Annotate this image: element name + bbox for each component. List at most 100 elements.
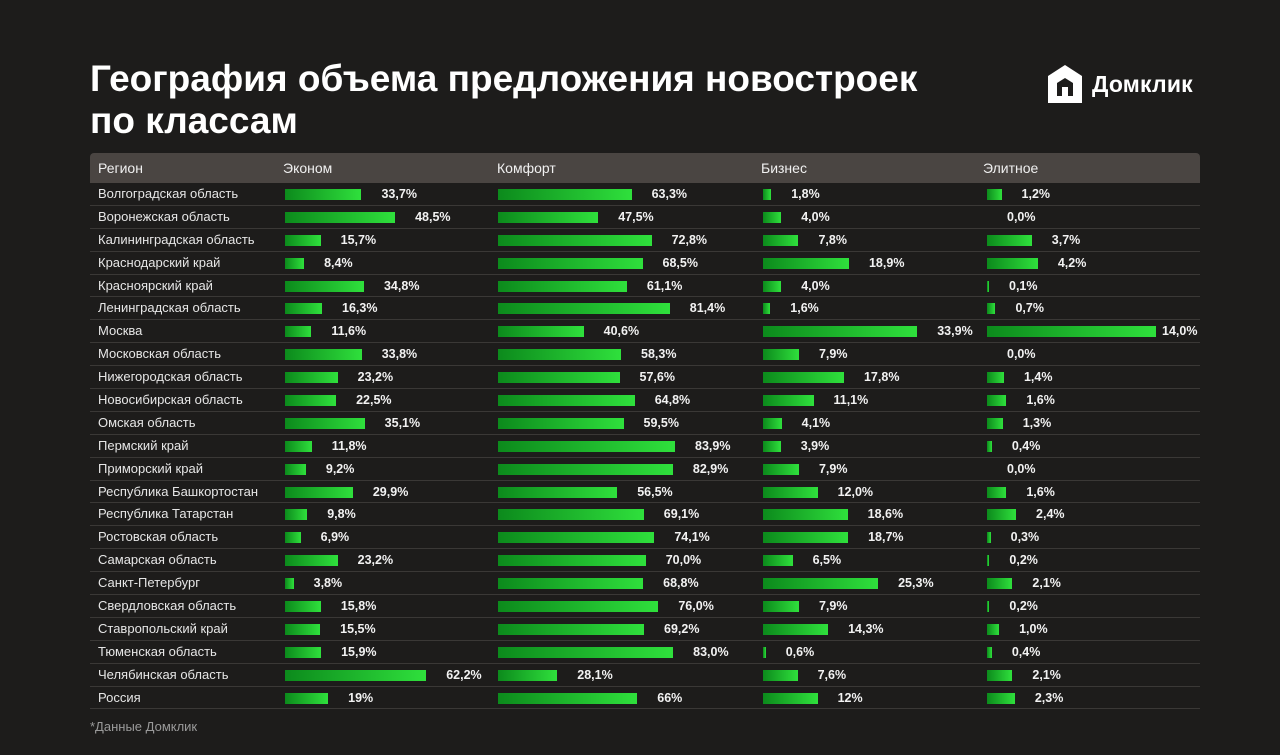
value-label: 3,9%: [800, 438, 830, 453]
value-label: 0,2%: [1009, 553, 1038, 568]
table-row: Челябинская область 62,2% 28,1% 7,6% 2,1%: [90, 664, 1200, 687]
bar-1: [498, 669, 558, 681]
bar-1: [498, 303, 670, 315]
bar-3: [987, 440, 992, 452]
value-label: 81,4%: [689, 301, 726, 316]
value-label: 18,9%: [868, 255, 905, 270]
bar-0: [285, 555, 338, 567]
value-label: 33,7%: [381, 187, 417, 201]
table-body: Волгоградская область 33,7% 63,3% 1,8% 1,2% В…: [90, 183, 1200, 710]
value-label: 25,3%: [898, 576, 934, 591]
bar-3: [987, 669, 1013, 681]
bar-1: [498, 532, 655, 544]
region-label: Санкт-Петербург: [98, 575, 200, 591]
value-label: 14,0%: [1162, 324, 1198, 339]
value-label: 48,5%: [415, 209, 451, 224]
region-label: Челябинская область: [98, 666, 229, 682]
value-label: 7,9%: [818, 347, 848, 362]
bar-0: [285, 509, 308, 521]
header-col-1: Эконом: [283, 160, 333, 176]
value-label: 68,8%: [663, 576, 699, 591]
bar-1: [498, 280, 627, 292]
value-label: 15,9%: [341, 644, 377, 659]
bar-1: [498, 257, 643, 269]
value-label: 9,2%: [325, 461, 355, 476]
bar-3: [987, 234, 1032, 246]
bar-0: [285, 440, 312, 452]
footnote: *Данные Домклик: [90, 719, 198, 734]
table-row: Россия 19% 66% 12% 2,3%: [90, 687, 1200, 710]
value-label: 11,6%: [331, 324, 367, 339]
value-label: 66%: [657, 690, 683, 705]
bar-1: [498, 509, 644, 521]
bar-1: [498, 646, 674, 658]
bar-1: [498, 189, 632, 200]
bar-3: [987, 326, 1157, 338]
bar-2: [763, 646, 766, 658]
value-label: 3,7%: [1051, 232, 1081, 247]
bar-2: [763, 417, 782, 429]
bar-0: [285, 532, 301, 544]
value-label: 15,8%: [340, 599, 377, 614]
bar-2: [763, 303, 771, 315]
value-label: 12%: [837, 690, 863, 705]
table-row: Нижегородская область 23,2% 57,6% 17,8% 1,4%: [90, 366, 1200, 390]
value-label: 1,2%: [1021, 187, 1051, 201]
bar-3: [987, 578, 1013, 590]
value-label: 2,1%: [1032, 667, 1061, 682]
value-label: 1,3%: [1022, 415, 1052, 430]
bar-2: [763, 395, 814, 407]
region-label: Нижегородская область: [98, 369, 243, 385]
bar-3: [987, 372, 1004, 384]
value-label: 70,0%: [665, 553, 702, 568]
value-label: 28,1%: [577, 667, 613, 682]
bar-0: [285, 395, 337, 407]
region-label: Краснодарский край: [98, 254, 221, 270]
table-row: Москва 11,6% 40,6% 33,9% 14,0%: [90, 320, 1200, 344]
bar-2: [763, 532, 849, 544]
bar-3: [987, 509, 1017, 521]
table-row: Свердловская область 15,8% 76,0% 7,9% 0,2%: [90, 595, 1200, 618]
value-label: 7,9%: [818, 461, 848, 476]
value-label: 0,0%: [1007, 347, 1036, 362]
value-label: 68,5%: [662, 255, 698, 270]
bar-2: [763, 555, 793, 567]
bar-1: [498, 211, 599, 223]
value-label: 2,4%: [1036, 507, 1065, 522]
table-row: Республика Башкортостан 29,9% 56,5% 12,0% 1,…: [90, 481, 1200, 504]
value-label: 0,4%: [1011, 438, 1041, 453]
bar-1: [498, 349, 621, 361]
value-label: 4,0%: [801, 278, 830, 293]
value-label: 9,8%: [327, 507, 356, 522]
value-label: 4,1%: [801, 415, 831, 430]
value-label: 1,6%: [790, 301, 819, 316]
value-label: 61,1%: [646, 278, 683, 293]
bar-2: [763, 486, 818, 498]
value-label: 74,1%: [674, 530, 710, 545]
bar-3: [987, 486, 1007, 498]
header-region: Регион: [98, 160, 143, 176]
value-label: 0,2%: [1009, 599, 1038, 614]
bar-1: [498, 395, 635, 407]
value-label: 40,6%: [603, 324, 640, 339]
bar-2: [763, 189, 772, 200]
value-label: 3,8%: [313, 576, 343, 591]
bar-0: [285, 623, 321, 635]
bar-2: [763, 440, 781, 452]
bar-2: [763, 280, 782, 292]
bar-3: [987, 555, 990, 567]
title-line-2: по классам: [90, 100, 298, 141]
value-label: 1,6%: [1026, 484, 1055, 499]
bar-2: [763, 234, 799, 246]
value-label: 64,8%: [654, 393, 691, 408]
header-col-2: Комфорт: [497, 160, 556, 176]
bar-2: [763, 623, 829, 635]
bar-2: [763, 257, 849, 269]
table-row: Московская область 33,8% 58,3% 7,9% 0,0%: [90, 343, 1200, 367]
bar-0: [285, 646, 322, 658]
value-label: 2,1%: [1032, 576, 1061, 591]
value-label: 15,7%: [340, 232, 377, 247]
value-label: 83,0%: [693, 644, 729, 659]
bar-0: [285, 257, 305, 269]
bar-2: [763, 326, 918, 338]
